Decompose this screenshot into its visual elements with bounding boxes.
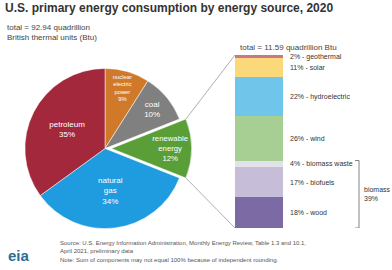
svg-text:total = 92.94 quadrillionBriti: total = 92.94 quadrillionBritish thermal…: [7, 23, 97, 42]
svg-text:17% - biofuels: 17% - biofuels: [290, 179, 335, 186]
svg-text:Source: U.S. Energy Informatio: Source: U.S. Energy Information Administ…: [60, 240, 306, 254]
svg-text:renewableenergy12%: renewableenergy12%: [152, 134, 188, 163]
svg-text:11% - solar: 11% - solar: [290, 64, 326, 71]
svg-text:U.S. primary energy consumptio: U.S. primary energy consumption by energ…: [5, 1, 333, 15]
svg-text:naturalgas34%: naturalgas34%: [98, 176, 123, 206]
svg-text:nuclearelectricpower9%: nuclearelectricpower9%: [113, 74, 132, 103]
svg-text:biomass39%: biomass39%: [364, 186, 391, 202]
svg-text:coal10%: coal10%: [144, 100, 160, 119]
svg-text:18% - wood: 18% - wood: [290, 209, 327, 216]
svg-text:total = 11.59 quadrillion Btu: total = 11.59 quadrillion Btu: [240, 43, 337, 52]
svg-text:eia: eia: [8, 247, 30, 264]
svg-text:2% - geothermal: 2% - geothermal: [290, 53, 342, 61]
svg-text:Note: Sum of components may no: Note: Sum of components may not equal 10…: [60, 257, 278, 263]
svg-text:4% - biomass waste: 4% - biomass waste: [290, 160, 353, 167]
svg-text:22% - hydroelectric: 22% - hydroelectric: [290, 93, 350, 101]
svg-text:petroleum35%: petroleum35%: [49, 120, 85, 139]
svg-text:26% - wind: 26% - wind: [290, 135, 325, 142]
